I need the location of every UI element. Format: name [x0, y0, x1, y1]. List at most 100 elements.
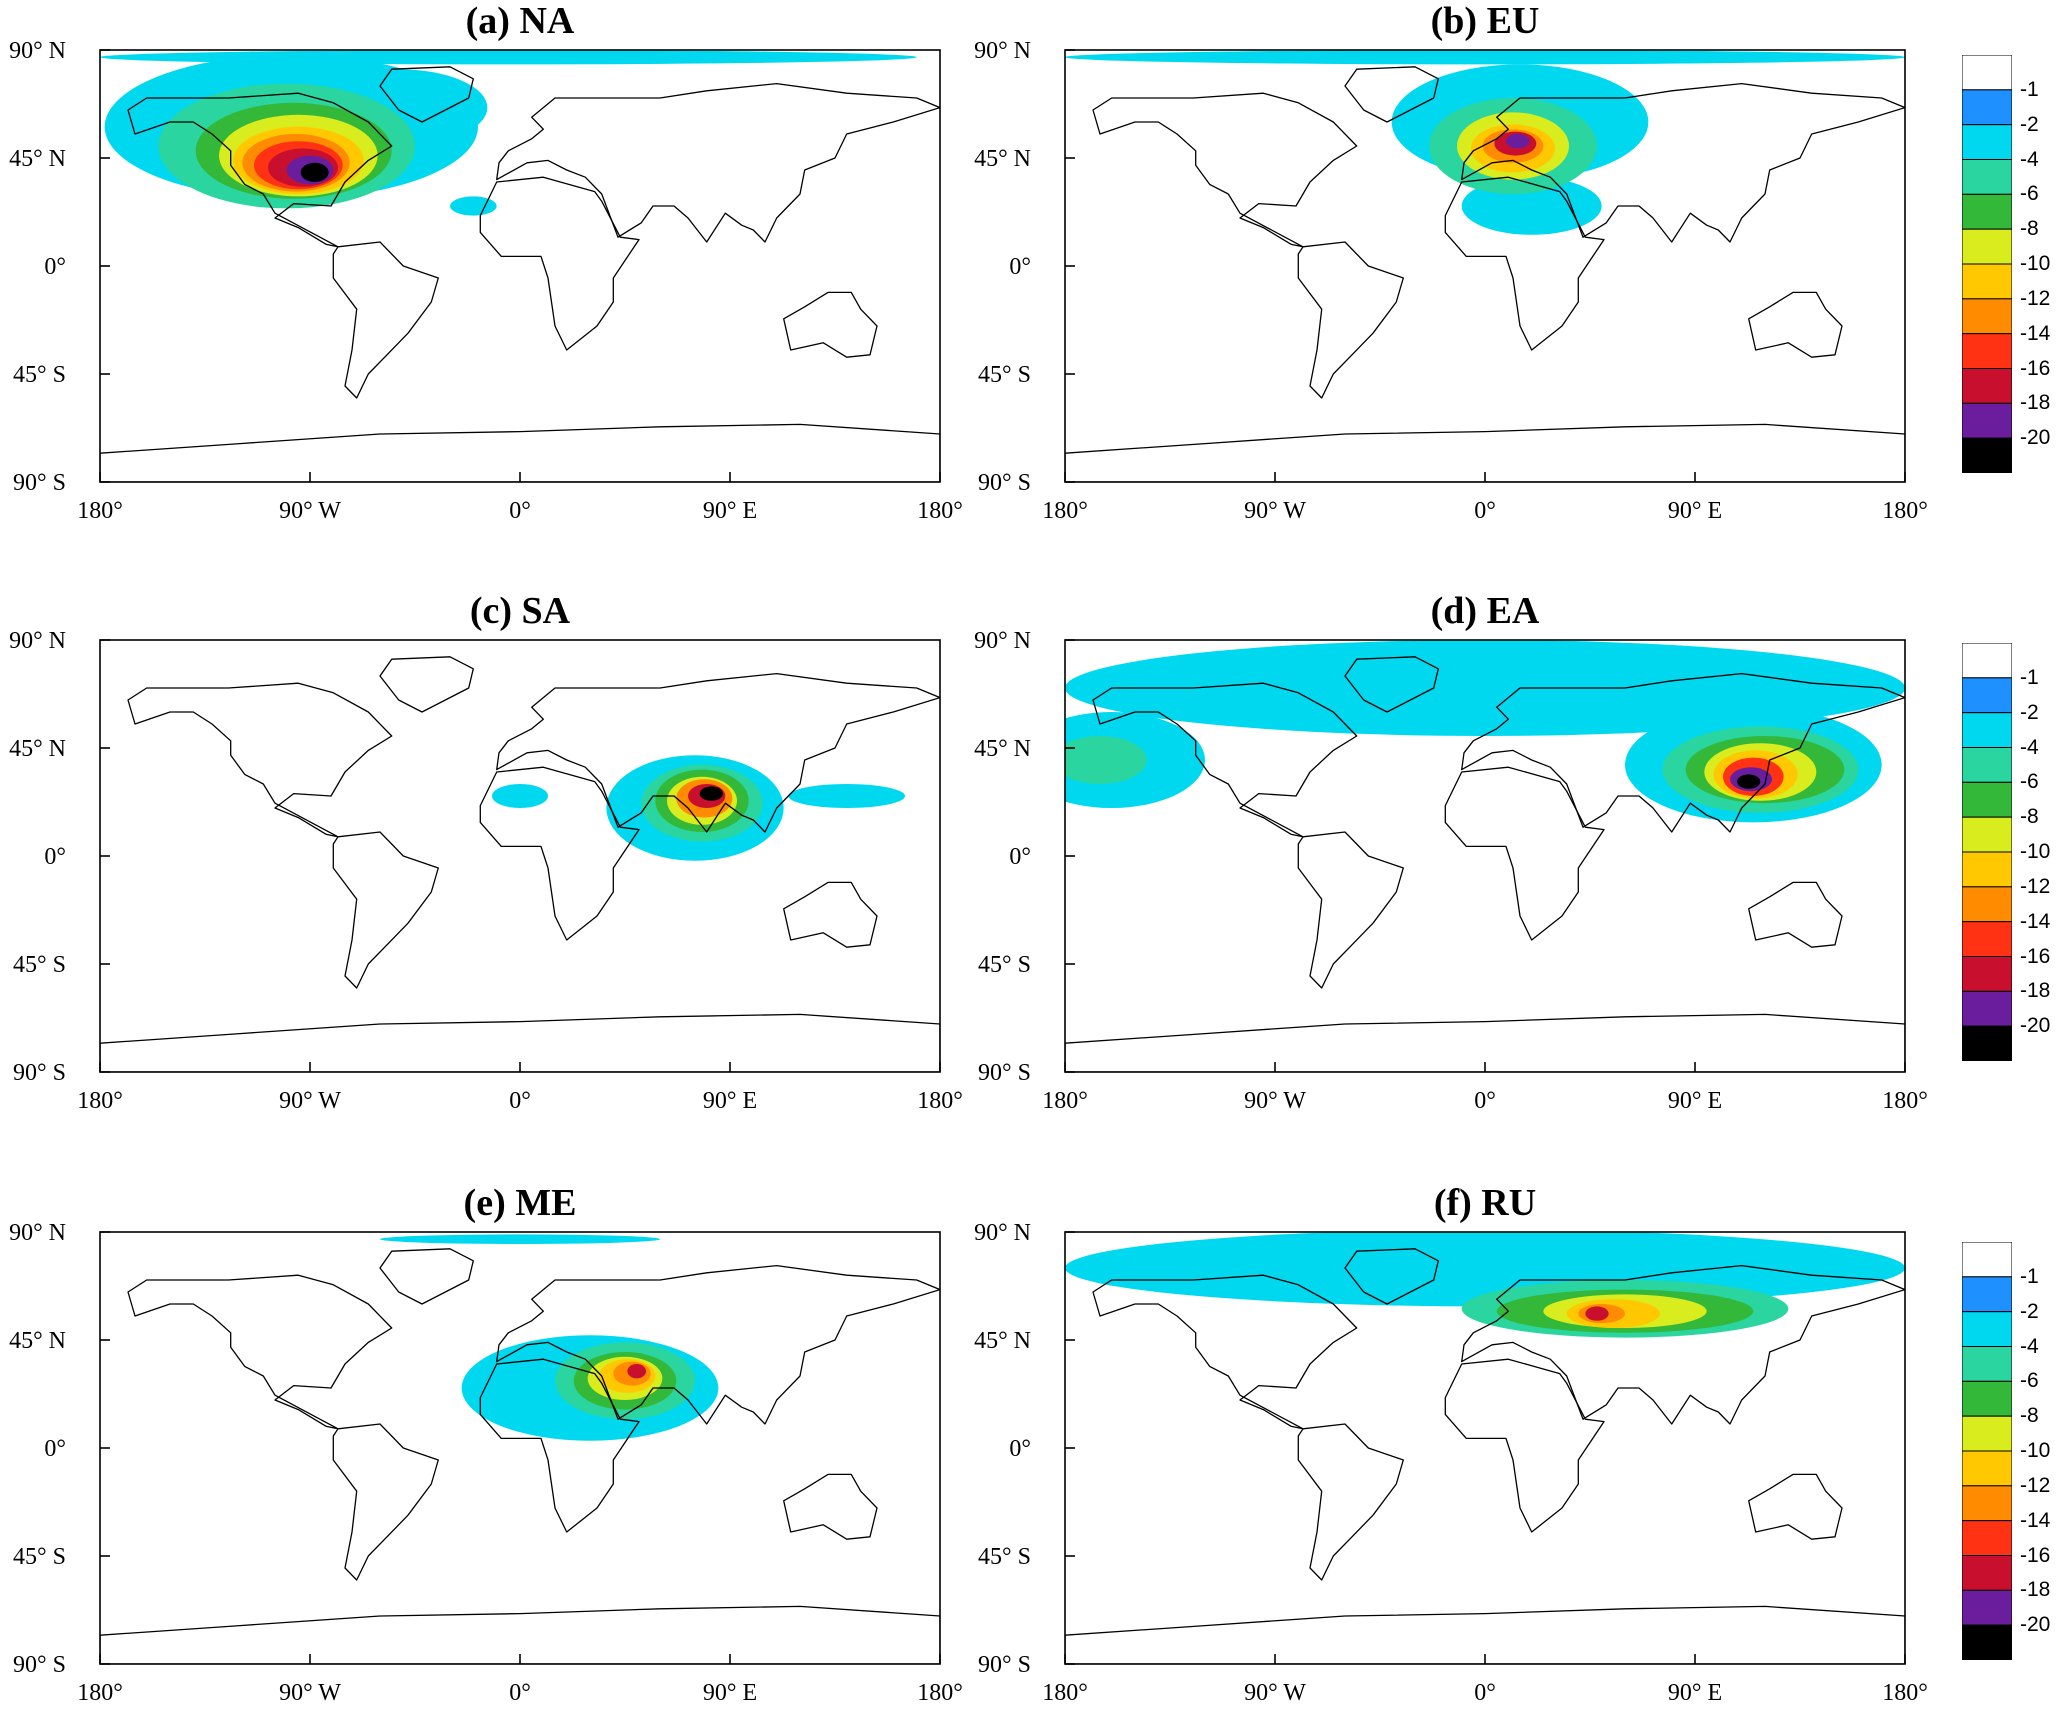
map-canvas: 90° N 45° N 0° 45° S 90° S 180° 90° W 0° 90° E 18… — [9, 628, 963, 1114]
coastline-south-america — [1297, 831, 1404, 989]
lon-tick-label: 180° — [917, 1680, 963, 1706]
colorbar-swatch — [1962, 1311, 2012, 1347]
lon-tick-label: 90° W — [279, 1088, 341, 1114]
lon-tick-label: 90° W — [279, 1680, 341, 1706]
coastline-australia — [1748, 881, 1843, 948]
colorbar-swatch — [1962, 643, 2012, 679]
coastline-antarctica — [100, 1605, 940, 1664]
lon-tick-label: 180° — [1882, 498, 1928, 524]
lat-tick-label: 0° — [1009, 254, 1031, 280]
coastline-australia — [783, 1473, 878, 1540]
lon-tick-label: 0° — [1474, 1088, 1496, 1114]
map-panel-b: (b) EU 90° N 45° N 0° 45° S 90° S 180° 90° W 0° 9… — [974, 0, 1928, 524]
colorbar-swatch — [1962, 1450, 2012, 1487]
colorbar-swatch — [1962, 712, 2012, 748]
colorbar-label: -12 — [2020, 286, 2051, 310]
colorbar-label: -1 — [2020, 77, 2039, 101]
colorbar-swatch — [1962, 1276, 2012, 1313]
lat-tick-label: 90° S — [978, 1652, 1031, 1678]
lat-tick-label: 0° — [44, 254, 66, 280]
lon-tick-label: 180° — [77, 1088, 123, 1114]
colorbar-label: -1 — [2020, 1264, 2039, 1288]
map-panel-a: (a) NA 90° N 45° N 0° 45° S 90° S 180° 90° W 0° 9… — [9, 0, 963, 524]
anomaly-contour — [380, 1234, 660, 1244]
colorbar-label: -14 — [2020, 1508, 2051, 1532]
lat-tick-label: 45° N — [974, 1328, 1031, 1354]
coastline-greenland — [1344, 66, 1439, 123]
colorbar-swatch — [1962, 333, 2012, 369]
coastline-eurasia — [1461, 1264, 1905, 1425]
lat-tick-label: 0° — [44, 1436, 66, 1462]
colorbar-label: -4 — [2020, 1334, 2039, 1358]
colorbar-swatch — [1962, 1242, 2012, 1278]
coastline-south-america — [332, 831, 439, 989]
coastline-africa — [479, 1358, 640, 1533]
colorbar-label: -16 — [2020, 356, 2051, 380]
lon-tick-label: 0° — [509, 498, 531, 524]
coastline-eurasia — [1461, 82, 1905, 243]
coastline-eurasia — [496, 82, 940, 243]
colorbar-label: -16 — [2020, 944, 2051, 968]
colorbar-label: -20 — [2020, 426, 2051, 450]
coastline-antarctica — [1065, 1605, 1905, 1664]
colorbar-swatch — [1962, 781, 2012, 818]
coastline-australia — [783, 881, 878, 948]
lon-tick-label: 90° E — [1668, 1680, 1722, 1706]
colorbar-label: -18 — [2020, 1578, 2051, 1602]
lon-tick-label: 180° — [1042, 1088, 1088, 1114]
anomaly-contour — [788, 784, 906, 808]
coastline-greenland — [1344, 1248, 1439, 1305]
lon-tick-label: 180° — [1042, 1680, 1088, 1706]
colorbar-label: -8 — [2020, 805, 2039, 829]
colorbar-swatch — [1962, 263, 2012, 300]
colorbar-label: -4 — [2020, 735, 2039, 759]
lon-tick-label: 0° — [1474, 1680, 1496, 1706]
coastline-north-america — [1092, 92, 1358, 248]
colorbar-label: -8 — [2020, 1404, 2039, 1428]
colorbar-label: -16 — [2020, 1543, 2051, 1567]
lat-tick-label: 45° N — [974, 736, 1031, 762]
anomaly-contour — [1065, 736, 1147, 784]
colorbar-label: -6 — [2020, 1369, 2039, 1393]
map-canvas: 90° N 45° N 0° 45° S 90° S 180° 90° W 0° 90° E 18… — [9, 38, 963, 524]
panel-title: (e) ME — [463, 1182, 577, 1224]
coastline-antarctica — [1065, 1013, 1905, 1072]
coastline-africa — [479, 176, 640, 351]
lat-tick-label: 90° S — [13, 1060, 66, 1086]
lat-tick-label: 45° S — [13, 952, 66, 978]
colorbar-label: -2 — [2020, 700, 2039, 724]
anomaly-contour — [1065, 50, 1905, 65]
anomaly-contour — [1065, 640, 1905, 736]
lon-tick-label: 90° W — [1244, 498, 1306, 524]
panel-title: (c) SA — [469, 590, 571, 632]
anomaly-contour — [300, 162, 329, 182]
lon-tick-label: 90° W — [279, 498, 341, 524]
colorbar: -1 -2 -4 -6 -8 -10 -12 -14 -16 -18 -20 — [1962, 55, 2067, 473]
colorbar-swatch — [1962, 1025, 2012, 1061]
lat-tick-label: 90° N — [9, 628, 66, 654]
colorbar-swatch — [1962, 956, 2012, 992]
coastline-africa — [1444, 176, 1605, 351]
coastline-australia — [1748, 1473, 1843, 1540]
map-panel-c: (c) SA 90° N 45° N 0° 45° S 90° S 180° 90° W 0° 9… — [9, 590, 963, 1114]
colorbar-label: -18 — [2020, 979, 2051, 1003]
coastline-australia — [1748, 291, 1843, 358]
map-panel-d: (d) EA 90° N 45° N 0° 45° S 90° S 180° 90° W 0° 9… — [974, 590, 1928, 1114]
colorbar-swatch — [1962, 1415, 2012, 1452]
anomaly-contour — [492, 784, 548, 808]
coastline-africa — [1444, 1358, 1605, 1533]
lat-tick-label: 0° — [1009, 844, 1031, 870]
map-canvas: 90° N 45° N 0° 45° S 90° S 180° 90° W 0° 90° E 18… — [9, 1220, 963, 1706]
anomaly-contour — [1585, 1306, 1609, 1321]
lat-tick-label: 45° S — [978, 952, 1031, 978]
colorbar-label: -2 — [2020, 112, 2039, 136]
colorbar-label: -10 — [2020, 1439, 2051, 1462]
coastline-greenland — [379, 66, 474, 123]
coastline-south-america — [1297, 241, 1404, 399]
colorbar-swatch — [1962, 1589, 2012, 1626]
coastline-africa — [1444, 766, 1605, 941]
lat-tick-label: 90° N — [974, 1220, 1031, 1246]
colorbar-swatch — [1962, 747, 2012, 783]
lon-tick-label: 0° — [1474, 498, 1496, 524]
panel-title: (a) NA — [465, 0, 575, 42]
